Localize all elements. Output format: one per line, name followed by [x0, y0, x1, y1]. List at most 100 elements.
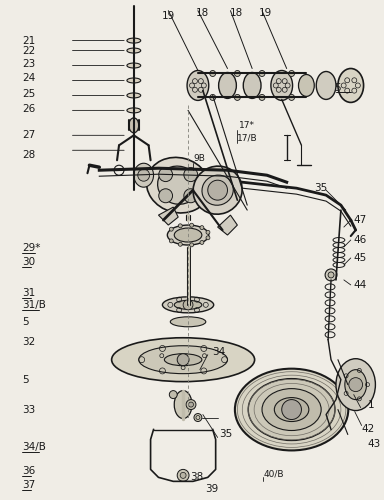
Circle shape [169, 239, 173, 243]
Ellipse shape [274, 398, 309, 421]
Text: 1: 1 [367, 400, 374, 409]
Circle shape [190, 223, 194, 227]
Circle shape [159, 189, 172, 202]
Ellipse shape [170, 317, 206, 327]
Ellipse shape [164, 354, 202, 366]
Ellipse shape [167, 225, 209, 245]
Text: 46: 46 [354, 235, 367, 245]
Ellipse shape [193, 166, 242, 214]
Text: 25: 25 [22, 90, 36, 100]
Circle shape [186, 400, 196, 409]
Circle shape [177, 470, 189, 482]
Circle shape [234, 94, 240, 100]
Ellipse shape [146, 158, 210, 213]
Ellipse shape [127, 48, 141, 53]
Text: 5: 5 [334, 84, 341, 94]
Ellipse shape [127, 38, 141, 43]
Text: 47: 47 [354, 215, 367, 225]
Text: 23: 23 [22, 58, 36, 68]
Ellipse shape [202, 175, 233, 205]
Ellipse shape [112, 338, 255, 382]
Circle shape [184, 189, 198, 202]
Circle shape [206, 236, 210, 240]
Ellipse shape [139, 346, 227, 374]
Text: 35: 35 [314, 183, 328, 193]
Circle shape [282, 400, 301, 419]
Circle shape [259, 94, 265, 100]
Text: 17*: 17* [239, 121, 255, 130]
Text: 26: 26 [22, 104, 36, 115]
Ellipse shape [187, 70, 209, 101]
Ellipse shape [157, 166, 199, 204]
Circle shape [200, 240, 204, 244]
Text: 19: 19 [161, 10, 175, 20]
Circle shape [178, 242, 182, 246]
Ellipse shape [336, 358, 376, 410]
Text: 24: 24 [22, 74, 36, 84]
Polygon shape [218, 215, 237, 235]
Ellipse shape [174, 300, 202, 310]
Text: 34: 34 [212, 346, 225, 356]
Circle shape [177, 354, 189, 366]
Circle shape [194, 414, 202, 422]
Circle shape [259, 70, 265, 76]
Ellipse shape [316, 72, 336, 100]
Circle shape [289, 94, 295, 100]
Ellipse shape [298, 74, 314, 96]
Circle shape [184, 168, 198, 181]
Ellipse shape [271, 70, 293, 101]
Text: 5: 5 [22, 374, 29, 384]
Text: 38: 38 [190, 472, 203, 482]
Text: 17/B: 17/B [237, 134, 258, 143]
Circle shape [349, 378, 362, 392]
Text: 28: 28 [22, 150, 36, 160]
Circle shape [159, 168, 172, 181]
Circle shape [208, 180, 227, 200]
Ellipse shape [127, 78, 141, 83]
Circle shape [289, 70, 295, 76]
Text: 19: 19 [259, 8, 272, 18]
Text: 9B: 9B [193, 154, 205, 163]
Text: 42: 42 [362, 424, 375, 434]
Ellipse shape [338, 68, 364, 102]
Text: 34/B: 34/B [22, 442, 46, 452]
Ellipse shape [345, 370, 367, 400]
Text: 21: 21 [22, 36, 36, 46]
Circle shape [178, 224, 182, 228]
Text: 33: 33 [22, 404, 36, 414]
Text: 40/B: 40/B [264, 470, 285, 479]
Text: 29*: 29* [22, 243, 41, 253]
Circle shape [206, 230, 210, 234]
Text: 5: 5 [22, 317, 29, 327]
Ellipse shape [174, 228, 202, 242]
Ellipse shape [162, 297, 214, 313]
Circle shape [200, 226, 204, 230]
Ellipse shape [235, 368, 348, 450]
Ellipse shape [218, 72, 237, 99]
Text: 31/B: 31/B [22, 300, 46, 310]
Text: 30: 30 [22, 257, 35, 267]
Circle shape [183, 300, 193, 310]
Ellipse shape [134, 163, 154, 187]
Ellipse shape [248, 378, 335, 440]
Text: 18: 18 [196, 8, 209, 18]
Polygon shape [159, 207, 178, 225]
Text: 36: 36 [22, 466, 36, 476]
Text: 35: 35 [220, 430, 233, 440]
Circle shape [169, 390, 177, 398]
Text: 45: 45 [354, 253, 367, 263]
Ellipse shape [127, 93, 141, 98]
Text: 39: 39 [205, 484, 218, 494]
Ellipse shape [129, 118, 139, 133]
Circle shape [328, 272, 334, 278]
Text: 22: 22 [22, 46, 36, 56]
Circle shape [169, 227, 173, 231]
Circle shape [180, 472, 186, 478]
Circle shape [325, 269, 337, 281]
Circle shape [210, 94, 216, 100]
Text: 43: 43 [367, 440, 381, 450]
Circle shape [234, 70, 240, 76]
Text: 32: 32 [22, 336, 36, 346]
Text: 18: 18 [230, 8, 243, 18]
Text: 31: 31 [22, 288, 36, 298]
